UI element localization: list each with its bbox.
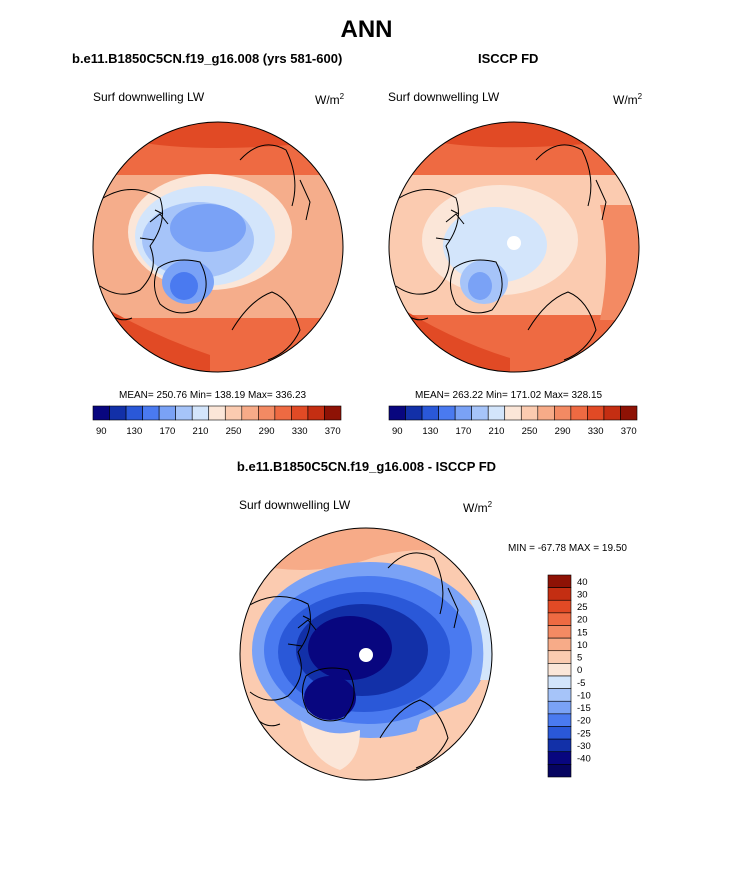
colorbar-tick-label: -25 [577, 728, 591, 739]
units-label-model: W/m2 [315, 92, 345, 107]
units-label-diff: W/m2 [463, 500, 493, 515]
colorbar-swatch [587, 405, 605, 421]
colorbar-tick-label: -30 [577, 741, 591, 752]
colorbar-swatch [421, 405, 439, 421]
colorbar-swatch [547, 764, 572, 778]
variable-label-model: Surf downwelling LW [93, 90, 205, 104]
colorbar-tick-label: 40 [577, 577, 588, 588]
colorbar-tick-label: 290 [555, 426, 571, 437]
colorbar-swatch [547, 713, 572, 727]
colorbar-swatch [547, 599, 572, 614]
colorbar-swatch [547, 637, 572, 652]
colorbar-swatch [324, 405, 342, 421]
colorbar-swatch [504, 405, 522, 421]
stats-model: MEAN= 250.76 Min= 138.19 Max= 336.23 [119, 390, 307, 401]
colorbar-tick-label: 130 [126, 426, 142, 437]
colorbar-swatch [520, 405, 539, 421]
colorbar-swatch [274, 405, 292, 421]
colorbar-swatch [142, 405, 160, 421]
colorbar-tick-label: 330 [292, 426, 308, 437]
polar-map-model [92, 121, 344, 373]
colorbar-swatch [547, 663, 572, 677]
colorbar-tick-label: 90 [392, 426, 403, 437]
colorbar-swatch [570, 405, 588, 421]
colorbar-tick-label: -20 [577, 716, 591, 727]
colorbar-obs: 90 130 170 210 250 290 330 370 [388, 405, 638, 437]
colorbar-swatch [291, 405, 309, 421]
colorbar-swatch [438, 405, 456, 421]
variable-label-diff: Surf downwelling LW [239, 498, 351, 512]
colorbar-tick-label: 250 [226, 426, 242, 437]
colorbar-swatch [191, 405, 210, 421]
colorbar-tick-label: -15 [577, 703, 591, 714]
colorbar-swatch [224, 405, 243, 421]
colorbar-tick-label: -5 [577, 678, 585, 689]
colorbar-tick-label: 290 [259, 426, 275, 437]
colorbar-swatch [547, 650, 572, 664]
colorbar-swatch [405, 405, 423, 421]
colorbar-swatch [547, 751, 572, 765]
colorbar-swatch [454, 405, 472, 421]
variable-label-obs: Surf downwelling LW [388, 90, 500, 104]
polar-gap-diff [359, 648, 373, 662]
colorbar-tick-label: 210 [193, 426, 209, 437]
colorbar-swatch [92, 405, 110, 421]
colorbar-swatch [388, 405, 406, 421]
colorbar-tick-label: 30 [577, 589, 588, 600]
colorbar-tick-label: -40 [577, 754, 591, 765]
colorbar-tick-label: 15 [577, 627, 588, 638]
colorbar-swatch [109, 405, 127, 421]
colorbar-tick-label: 170 [159, 426, 175, 437]
colorbar-swatch [307, 405, 325, 421]
colorbar-model: 90 130 170 210 250 290 330 370 [92, 405, 342, 437]
colorbar-swatch [620, 405, 638, 421]
polar-map-obs [388, 121, 640, 373]
colorbar-tick-label: 25 [577, 602, 588, 613]
colorbar-swatch [487, 405, 506, 421]
colorbar-tick-label: 90 [96, 426, 107, 437]
polar-map-diff [239, 527, 493, 781]
colorbar-tick-label: 10 [577, 640, 588, 651]
page-title: ANN [340, 16, 393, 43]
colorbar-tick-label: -10 [577, 690, 591, 701]
panel-title-diff: b.e11.B1850C5CN.f19_g16.008 - ISCCP FD [236, 459, 497, 474]
colorbar-swatch [547, 612, 572, 626]
polar-gap-obs [507, 236, 521, 250]
colorbar-tick-label: 250 [522, 426, 538, 437]
stats-obs: MEAN= 263.22 Min= 171.02 Max= 328.15 [415, 390, 603, 401]
panel-title-obs: ISCCP FD [478, 51, 539, 66]
colorbar-tick-label: 20 [577, 615, 588, 626]
colorbar-swatch [603, 405, 621, 421]
colorbar-swatch [547, 738, 572, 753]
colorbar-swatch [547, 675, 572, 689]
colorbar-swatch [175, 405, 193, 421]
colorbar-swatch [547, 625, 572, 639]
colorbar-swatch [258, 405, 276, 421]
units-label-obs: W/m2 [613, 92, 643, 107]
colorbar-tick-label: 0 [577, 665, 582, 676]
colorbar-swatch [537, 405, 555, 421]
colorbar-tick-label: 170 [455, 426, 471, 437]
colorbar-swatch [158, 405, 176, 421]
colorbar-swatch [547, 574, 572, 588]
colorbar-tick-label: 330 [588, 426, 604, 437]
colorbar-swatch [241, 405, 259, 421]
colorbar-swatch [547, 726, 572, 740]
colorbar-swatch [125, 405, 143, 421]
colorbar-tick-label: 130 [422, 426, 438, 437]
colorbar-swatch [547, 700, 572, 715]
colorbar-tick-label: 210 [489, 426, 505, 437]
stats-diff: MIN = -67.78 MAX = 19.50 [508, 543, 627, 554]
colorbar-tick-label: 370 [621, 426, 637, 437]
colorbar-swatch [471, 405, 489, 421]
colorbar-swatch [554, 405, 572, 421]
colorbar-swatch [547, 688, 572, 702]
colorbar-swatch [547, 587, 572, 601]
colorbar-swatch [208, 405, 226, 421]
colorbar-tick-label: 5 [577, 653, 582, 664]
panel-title-model: b.e11.B1850C5CN.f19_g16.008 (yrs 581-600… [72, 51, 343, 66]
colorbar-tick-label: 370 [325, 426, 341, 437]
